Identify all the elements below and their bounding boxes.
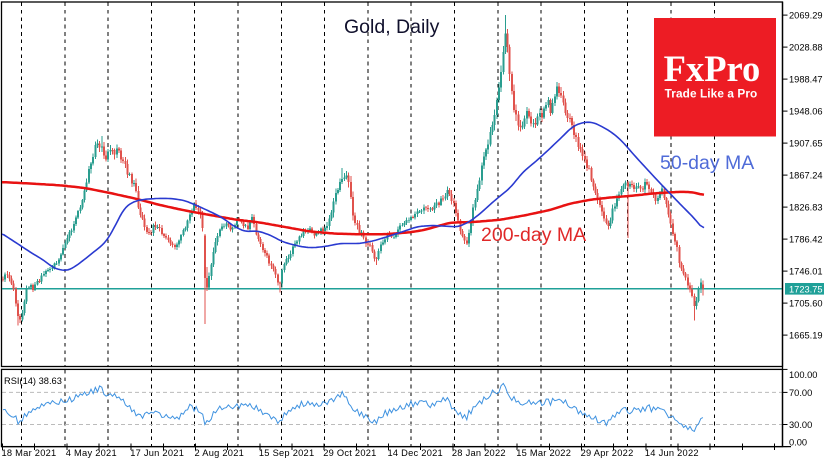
svg-text:1988.47: 1988.47 bbox=[789, 75, 823, 85]
svg-text:14 Jun 2022: 14 Jun 2022 bbox=[645, 448, 699, 458]
svg-text:1786.42: 1786.42 bbox=[789, 235, 823, 245]
svg-text:100.00: 100.00 bbox=[789, 370, 817, 380]
svg-text:18 Mar 2021: 18 Mar 2021 bbox=[2, 448, 57, 458]
svg-text:4 May 2021: 4 May 2021 bbox=[66, 448, 117, 458]
svg-text:1665.19: 1665.19 bbox=[789, 331, 823, 341]
svg-text:0.00: 0.00 bbox=[789, 438, 807, 448]
svg-text:30.00: 30.00 bbox=[789, 420, 812, 430]
svg-text:17 Jun 2021: 17 Jun 2021 bbox=[130, 448, 184, 458]
svg-text:2 Aug 2021: 2 Aug 2021 bbox=[195, 448, 245, 458]
svg-text:15 Mar 2022: 15 Mar 2022 bbox=[516, 448, 571, 458]
svg-text:2069.29: 2069.29 bbox=[789, 11, 823, 21]
svg-text:1867.24: 1867.24 bbox=[789, 171, 823, 181]
svg-text:15 Sep 2021: 15 Sep 2021 bbox=[259, 448, 314, 458]
svg-text:29 Apr 2022: 29 Apr 2022 bbox=[581, 448, 634, 458]
svg-text:Trade Like a Pro: Trade Like a Pro bbox=[665, 87, 758, 101]
svg-text:1723.75: 1723.75 bbox=[789, 284, 823, 294]
svg-text:1907.65: 1907.65 bbox=[789, 139, 823, 149]
svg-text:1948.06: 1948.06 bbox=[789, 107, 823, 117]
svg-text:1746.01: 1746.01 bbox=[789, 267, 823, 277]
svg-text:200-day MA: 200-day MA bbox=[481, 224, 586, 246]
svg-text:50-day MA: 50-day MA bbox=[660, 152, 754, 174]
svg-text:1705.60: 1705.60 bbox=[789, 299, 823, 309]
svg-text:29 Oct 2021: 29 Oct 2021 bbox=[323, 448, 376, 458]
svg-text:70.00: 70.00 bbox=[789, 388, 812, 398]
svg-text:Gold, Daily: Gold, Daily bbox=[344, 16, 440, 38]
svg-text:14 Dec 2021: 14 Dec 2021 bbox=[388, 448, 443, 458]
svg-text:RSI(14) 38.63: RSI(14) 38.63 bbox=[4, 376, 62, 386]
svg-text:2028.88: 2028.88 bbox=[789, 43, 823, 53]
svg-text:FxPro: FxPro bbox=[664, 48, 761, 89]
svg-text:1826.83: 1826.83 bbox=[789, 203, 823, 213]
svg-text:28 Jan 2022: 28 Jan 2022 bbox=[452, 448, 506, 458]
